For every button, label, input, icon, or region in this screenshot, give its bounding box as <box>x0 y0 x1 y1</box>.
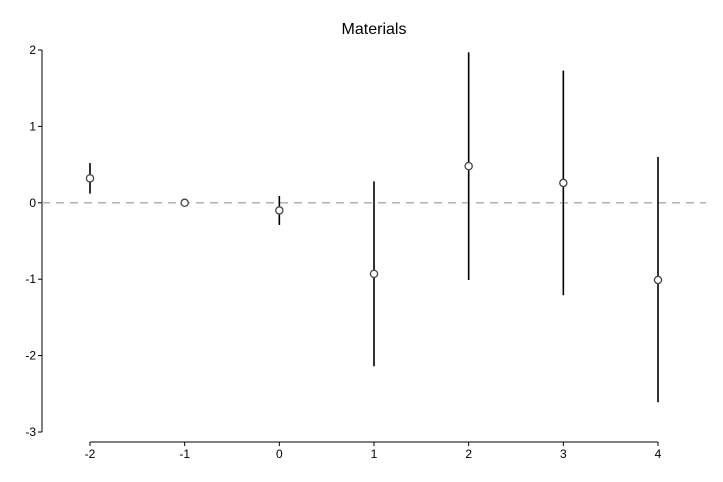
data-point <box>275 206 284 215</box>
data-point <box>369 269 379 279</box>
y-tick-label: -1 <box>25 272 36 286</box>
x-tick-label: -2 <box>85 447 96 461</box>
data-point <box>85 174 95 183</box>
error-bars <box>89 52 659 403</box>
x-tick-label: 0 <box>276 447 283 461</box>
data-point <box>653 275 663 285</box>
x-tick-label: 2 <box>465 447 472 461</box>
x-tick-label: -1 <box>179 447 190 461</box>
data-point <box>559 178 568 188</box>
y-tick-label: 2 <box>29 43 36 57</box>
x-tick-label: 3 <box>560 447 567 461</box>
data-point <box>180 198 189 208</box>
y-tick-label: 1 <box>29 119 36 133</box>
y-tick-label: -2 <box>25 349 36 363</box>
y-axis: 2 1 0 -1 -2 -3 <box>25 43 43 439</box>
chart-title: Materials <box>342 21 407 38</box>
data-point <box>464 161 473 171</box>
x-axis: -2 -1 0 1 2 3 4 <box>85 441 662 461</box>
y-tick-label: 0 <box>29 196 36 210</box>
x-tick-label: 1 <box>371 447 378 461</box>
data-points <box>85 161 663 285</box>
x-tick-label: 4 <box>655 447 662 461</box>
y-tick-label: -3 <box>25 425 36 439</box>
